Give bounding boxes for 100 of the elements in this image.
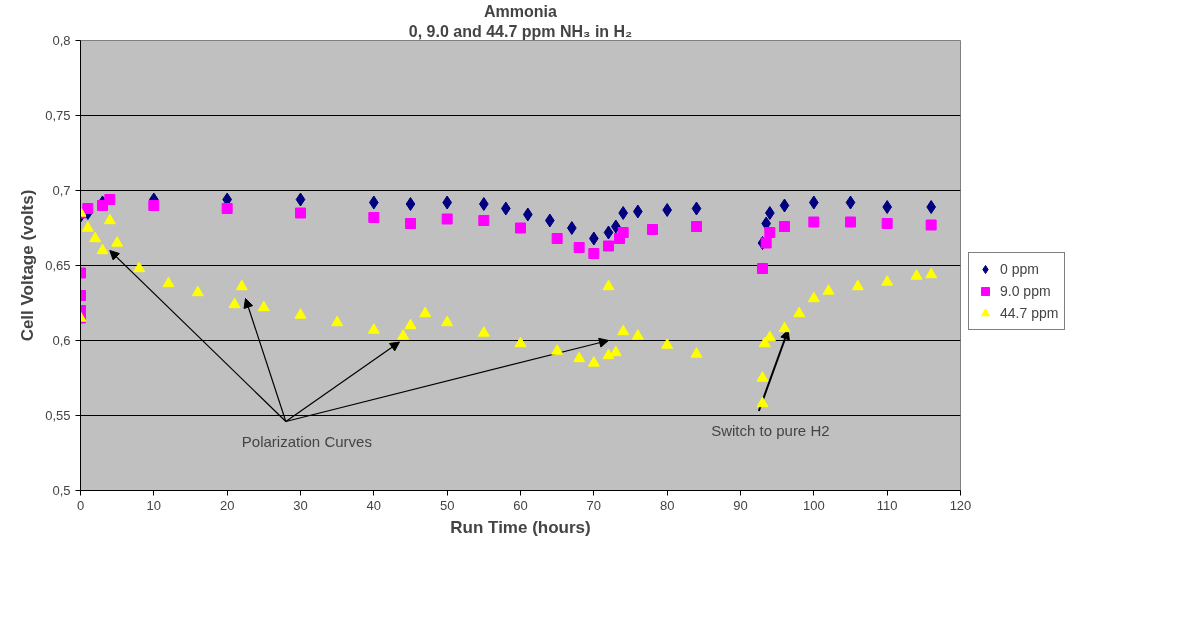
point [331,315,344,327]
point [257,300,270,312]
point [910,269,923,280]
point [82,203,94,214]
point [89,231,102,243]
point [295,192,306,207]
y-tick-label: 0,65 [45,258,71,273]
point [514,336,527,348]
point [479,197,489,211]
legend-label: 9.0 ppm [1000,283,1051,299]
legend-label: 44.7 ppm [1000,305,1059,321]
point [588,248,600,259]
x-tick-label: 60 [513,497,528,513]
point [808,216,820,228]
point [397,329,410,340]
point [515,222,526,234]
point [603,240,614,252]
point [925,219,937,231]
point [662,203,672,217]
point [405,218,416,229]
point [757,263,768,274]
y-axis-title: Cell Voltage (volts) [18,189,38,342]
point [419,306,432,318]
point [96,243,109,255]
chart-subtitle: 0, 9.0 and 44.7 ppm NH₃ in H₂ [408,22,633,40]
point [617,324,630,336]
point [631,329,644,340]
point [881,275,894,286]
point [756,396,769,408]
point [603,225,614,240]
point [81,221,94,232]
point [162,276,175,288]
point [587,356,600,367]
point [618,206,628,220]
point [235,279,248,291]
x-tick-label: 20 [219,497,235,513]
point [881,218,893,229]
x-axis-title: Run Time (hours) [450,517,591,537]
point [551,344,564,355]
point [367,323,380,334]
point [477,326,490,337]
point [148,200,160,211]
point [778,321,791,333]
point [404,318,417,330]
chart-title: Ammonia [484,2,558,20]
x-tick-label: 120 [949,497,972,513]
point [191,285,204,297]
point [926,200,936,214]
x-tick-label: 90 [733,497,748,513]
point [845,195,856,210]
point [779,198,790,213]
x-tick-label: 40 [366,497,382,513]
point [758,336,771,348]
y-tick-label: 0,7 [52,183,71,198]
x-tick-label: 100 [802,497,825,513]
y-tick-label: 0,5 [52,483,71,498]
x-tick-label: 80 [659,497,675,513]
point [111,236,124,247]
y-tick-label: 0,55 [45,408,71,423]
point [882,200,892,214]
x-tick-label: 10 [146,497,162,513]
point [567,221,577,235]
point [807,291,820,303]
x-tick-label: 0 [76,497,85,513]
point [765,206,775,220]
point [104,194,116,205]
point [294,308,307,319]
point [617,227,629,238]
point [295,207,306,219]
point [551,233,563,244]
point [845,216,856,228]
point [793,306,806,318]
x-tick-label: 70 [586,497,602,513]
point [756,371,769,382]
point [764,227,776,238]
point [441,315,454,327]
point [405,197,416,211]
point [760,237,772,249]
point [661,338,674,349]
y-tick-label: 0,75 [45,108,71,123]
point [368,212,380,223]
x-tick-label: 50 [439,497,455,513]
point [647,224,658,235]
point [228,297,241,309]
point [779,221,790,232]
annotation: Switch to pure H2 [711,422,830,439]
legend-label: 0 ppm [1000,261,1039,277]
point [441,213,453,225]
point [822,284,835,295]
point [133,261,146,273]
point [925,267,938,279]
point [602,348,615,360]
point [221,203,233,214]
point [691,201,702,216]
point [478,215,490,226]
point [851,279,864,291]
x-tick-label: 30 [293,497,308,513]
point [602,279,615,291]
point [691,221,702,232]
point [573,242,585,253]
